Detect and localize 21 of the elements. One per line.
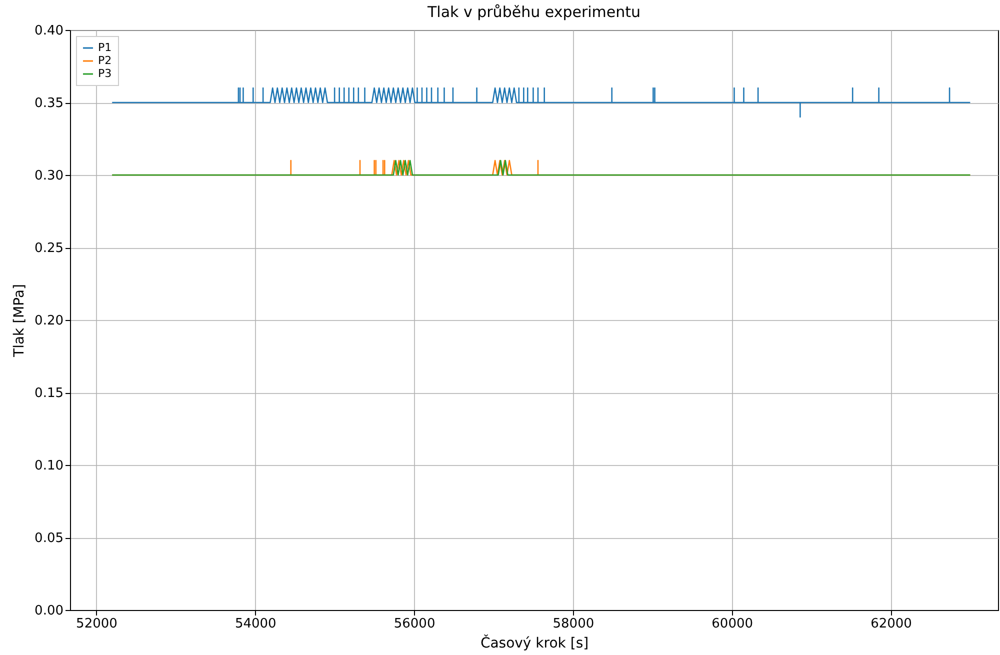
- y-tick-label: 0.40: [34, 24, 64, 38]
- x-tick-label: 62000: [870, 616, 912, 632]
- y-tick-label: 0.15: [34, 386, 64, 401]
- x-tick-label: 52000: [76, 616, 118, 632]
- y-tick-label: 0.05: [34, 531, 64, 546]
- x-axis-title: Časový krok [s]: [480, 634, 589, 652]
- legend-label: P1: [98, 41, 112, 54]
- y-tick-label: 0.00: [34, 604, 64, 618]
- legend-label: P3: [98, 67, 112, 80]
- y-tick-label: 0.10: [34, 458, 64, 474]
- legend-label: P2: [98, 54, 112, 67]
- chart-title: Tlak v průběhu experimentu: [426, 3, 641, 21]
- x-tick-label: 56000: [394, 616, 436, 632]
- y-tick-label: 0.30: [34, 168, 64, 184]
- y-axis-title: Tlak [MPa]: [12, 284, 28, 358]
- y-tick-label: 0.35: [34, 96, 64, 111]
- y-tick-label: 0.20: [34, 314, 64, 328]
- x-tick-label: 60000: [712, 616, 754, 632]
- x-tick-label: 58000: [552, 616, 594, 632]
- x-tick-label: 54000: [234, 616, 276, 632]
- y-tick-label: 0.25: [34, 241, 64, 256]
